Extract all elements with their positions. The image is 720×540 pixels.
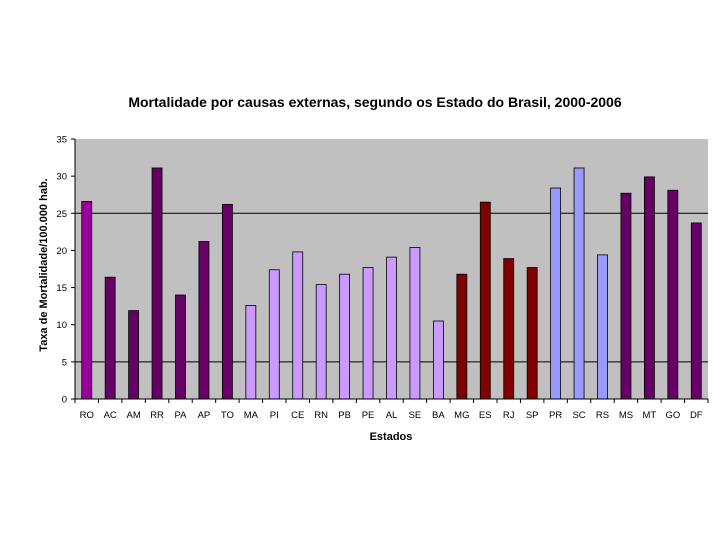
bar-MA	[245, 304, 257, 400]
x-tick-TO: TO	[221, 410, 234, 421]
bar-PB	[339, 273, 351, 400]
x-tick-RN: RN	[314, 410, 328, 421]
x-tick-CE: CE	[291, 410, 304, 421]
x-tick-ES: ES	[479, 410, 492, 421]
bar-AM	[128, 310, 140, 400]
bar-RR	[151, 167, 163, 400]
x-tick-MS: MS	[619, 410, 633, 421]
bar-ES	[479, 201, 491, 400]
x-tick-RO: RO	[80, 410, 94, 421]
x-tick-AC: AC	[104, 410, 117, 421]
bar-RJ	[503, 258, 515, 400]
bar-BA	[432, 320, 444, 400]
x-tick-PR: PR	[549, 410, 562, 421]
chart-title: Mortalidade por causas externas, segundo…	[128, 94, 622, 110]
bar-PE	[362, 267, 374, 400]
bar-PA	[175, 294, 186, 400]
x-tick-MT: MT	[643, 410, 657, 421]
y-tick-20: 20	[56, 246, 67, 257]
y-tick-30: 30	[56, 172, 67, 183]
y-tick-0: 0	[62, 395, 67, 406]
x-tick-RS: RS	[596, 410, 609, 421]
x-tick-MA: MA	[244, 410, 259, 421]
bar-PR	[550, 187, 562, 400]
bar-RN	[315, 284, 327, 400]
x-tick-BA: BA	[432, 410, 445, 421]
x-tick-AP: AP	[198, 410, 211, 421]
bar-CE	[292, 251, 304, 400]
bar-MG	[456, 273, 468, 400]
x-tick-PA: PA	[175, 410, 188, 421]
x-tick-AM: AM	[126, 410, 140, 421]
x-tick-GO: GO	[665, 410, 680, 421]
bar-AL	[386, 256, 397, 400]
y-tick-10: 10	[56, 320, 67, 331]
x-tick-PI: PI	[270, 410, 279, 421]
x-tick-PE: PE	[362, 410, 375, 421]
x-tick-PB: PB	[338, 410, 351, 421]
bar-GO	[667, 189, 679, 400]
x-axis-label: Estados	[370, 431, 413, 443]
bar-PI	[268, 269, 280, 400]
bar-SC	[573, 167, 585, 400]
x-tick-AL: AL	[386, 410, 398, 421]
x-tick-RJ: RJ	[503, 410, 515, 421]
bar-TO	[221, 203, 233, 400]
y-tick-5: 5	[62, 357, 67, 368]
y-tick-25: 25	[56, 209, 67, 220]
bar-AC	[104, 276, 116, 400]
x-tick-MG: MG	[454, 410, 469, 421]
bar-DF	[690, 222, 702, 400]
x-tick-RR: RR	[150, 410, 164, 421]
bar-MS	[620, 192, 632, 400]
bar-AP	[198, 241, 210, 400]
x-tick-DF: DF	[690, 410, 703, 421]
bar-SE	[409, 247, 421, 400]
bar-RO	[81, 200, 93, 400]
bar-RS	[597, 254, 608, 400]
bar-SP	[526, 267, 538, 400]
y-tick-35: 35	[56, 135, 67, 146]
x-tick-SE: SE	[409, 410, 422, 421]
y-tick-15: 15	[56, 283, 67, 294]
y-axis-label: Taxa de Mortalidade/100.000 hab.	[38, 178, 50, 351]
x-tick-SC: SC	[572, 410, 585, 421]
bar-MT	[643, 176, 655, 400]
x-tick-SP: SP	[526, 410, 539, 421]
